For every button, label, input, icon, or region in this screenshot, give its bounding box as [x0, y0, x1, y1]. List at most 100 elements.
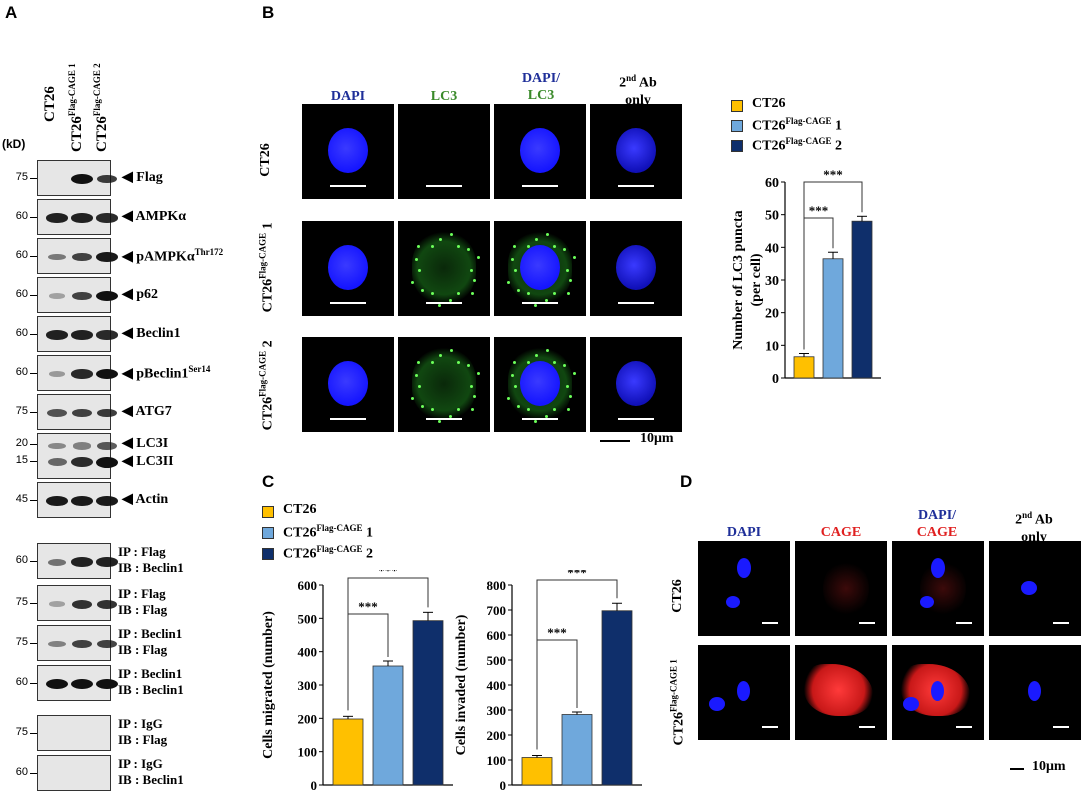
- ip-blot: [37, 665, 118, 701]
- y-tick-label: 600: [298, 578, 318, 593]
- mw-tick: [30, 683, 37, 684]
- micrograph: [590, 104, 682, 199]
- band: [96, 557, 118, 567]
- panel-label-c: C: [262, 472, 275, 491]
- band: [71, 213, 93, 223]
- lc3-punctum: [572, 256, 576, 260]
- lc3-punctum: [516, 404, 520, 408]
- invasion-chart: 0 100 200 300 400 500 600 700 800 Cells invaded (…: [454, 570, 642, 793]
- scale-bar: [425, 185, 463, 187]
- lc3-punctum: [513, 361, 517, 365]
- mw-marker: 60: [15, 676, 28, 688]
- nucleus: [327, 244, 369, 291]
- lc3-punctum: [546, 348, 550, 352]
- mw-marker: 60: [15, 766, 28, 778]
- micrograph: [590, 221, 682, 316]
- blot-label-sup: Ser14: [188, 364, 211, 374]
- y-tick-label: 300: [487, 703, 507, 718]
- mw-marker: 75: [15, 726, 28, 738]
- lc3-punctum: [438, 353, 442, 357]
- band: [96, 174, 118, 184]
- blot-ampk: [37, 199, 118, 235]
- nucleus: [930, 558, 945, 579]
- scale-bar: [425, 302, 463, 304]
- mw-tick: [30, 256, 37, 257]
- mw-marker: 60: [15, 327, 28, 339]
- micrograph: [302, 221, 394, 316]
- mw-tick: [30, 733, 37, 734]
- blot-label: ◀ AMPKα: [122, 209, 187, 224]
- nucleus: [327, 360, 369, 407]
- band: [71, 679, 93, 689]
- lc3-punctum: [516, 288, 520, 292]
- panel-label-b: B: [262, 3, 275, 22]
- y-tick-label: 40: [765, 241, 779, 256]
- mw-marker: 75: [15, 596, 28, 608]
- col-header-2nd-ab-only: 2nd Ab only: [619, 73, 657, 108]
- band-lc3i: [72, 442, 92, 450]
- lc3-punctum: [456, 407, 460, 411]
- y-tick-label: 50: [765, 209, 779, 224]
- blot-label: ◀ pBeclin1Ser14: [122, 364, 211, 382]
- lc3-punctum: [472, 395, 476, 399]
- scale-bar: [956, 726, 972, 728]
- ip-label: IP : IgG: [118, 756, 163, 771]
- lc3-punctum: [572, 372, 576, 376]
- legend-c-swatch-ct26: [262, 506, 274, 518]
- lc3-signal: [411, 232, 477, 304]
- mw-marker: 60: [15, 554, 28, 566]
- bar-0: [332, 718, 364, 786]
- legend-label-flag-cage-2: CT26Flag-CAGE 2: [752, 136, 842, 154]
- blot-pampk: [37, 238, 118, 274]
- lc3-punctum: [527, 361, 531, 365]
- band: [71, 291, 93, 301]
- mw-marker: 60: [15, 288, 28, 300]
- significance-label: ***: [358, 599, 378, 614]
- micrograph: [494, 104, 586, 199]
- lc3-punctum: [470, 291, 474, 295]
- legend-label-ct26: CT26: [752, 96, 786, 111]
- scale-bar: [521, 185, 559, 187]
- micrograph: [795, 541, 887, 636]
- band: [47, 253, 67, 261]
- y-tick-label: 400: [487, 678, 507, 693]
- lc3-punctum: [563, 364, 567, 368]
- band: [71, 174, 93, 184]
- mw-marker: 75: [15, 171, 28, 183]
- y-tick-label: 100: [487, 753, 507, 768]
- lc3-punctum: [476, 256, 480, 260]
- blot-label: ◀ LC3I: [122, 436, 169, 451]
- lc3-punctum: [513, 245, 517, 249]
- lc3-punctum: [552, 361, 556, 365]
- scale-bar: [521, 302, 559, 304]
- y-tick-label: 10: [765, 339, 779, 354]
- band: [46, 213, 68, 223]
- migration-chart: 0 100 200 300 400 500 600 Cells migrated (numbe…: [261, 570, 453, 793]
- legend-c-label-ct26: CT26: [283, 502, 317, 517]
- d-col-header-dapi-cage: DAPI/CAGE: [916, 508, 958, 540]
- scale-bar-line-b: [600, 440, 630, 442]
- band-lc3i: [48, 442, 66, 450]
- blot-label: ◀ pAMPKαThr172: [122, 247, 224, 265]
- lc3-punctum: [415, 257, 419, 261]
- lc3-punctum: [420, 288, 424, 292]
- mw-marker: 60: [15, 366, 28, 378]
- micrograph: [590, 337, 682, 432]
- y-tick-label: 60: [765, 176, 779, 191]
- bar-2: [601, 610, 633, 786]
- mw-marker: 15: [15, 454, 28, 466]
- scale-bar: [956, 622, 972, 624]
- bar-0: [793, 356, 815, 379]
- mw-tick: [30, 643, 37, 644]
- band: [96, 496, 118, 506]
- band: [71, 639, 93, 649]
- y-tick-label: 800: [487, 578, 507, 593]
- lc3-punctum: [472, 279, 476, 283]
- lc3-punctum: [565, 384, 569, 388]
- band: [96, 639, 118, 649]
- ip-label: IP : Beclin1: [118, 666, 183, 681]
- lc3-punctum: [533, 420, 537, 424]
- lc3-punctum: [438, 237, 442, 241]
- y-tick-label: 400: [298, 645, 318, 660]
- y-tick-label: 500: [298, 611, 318, 626]
